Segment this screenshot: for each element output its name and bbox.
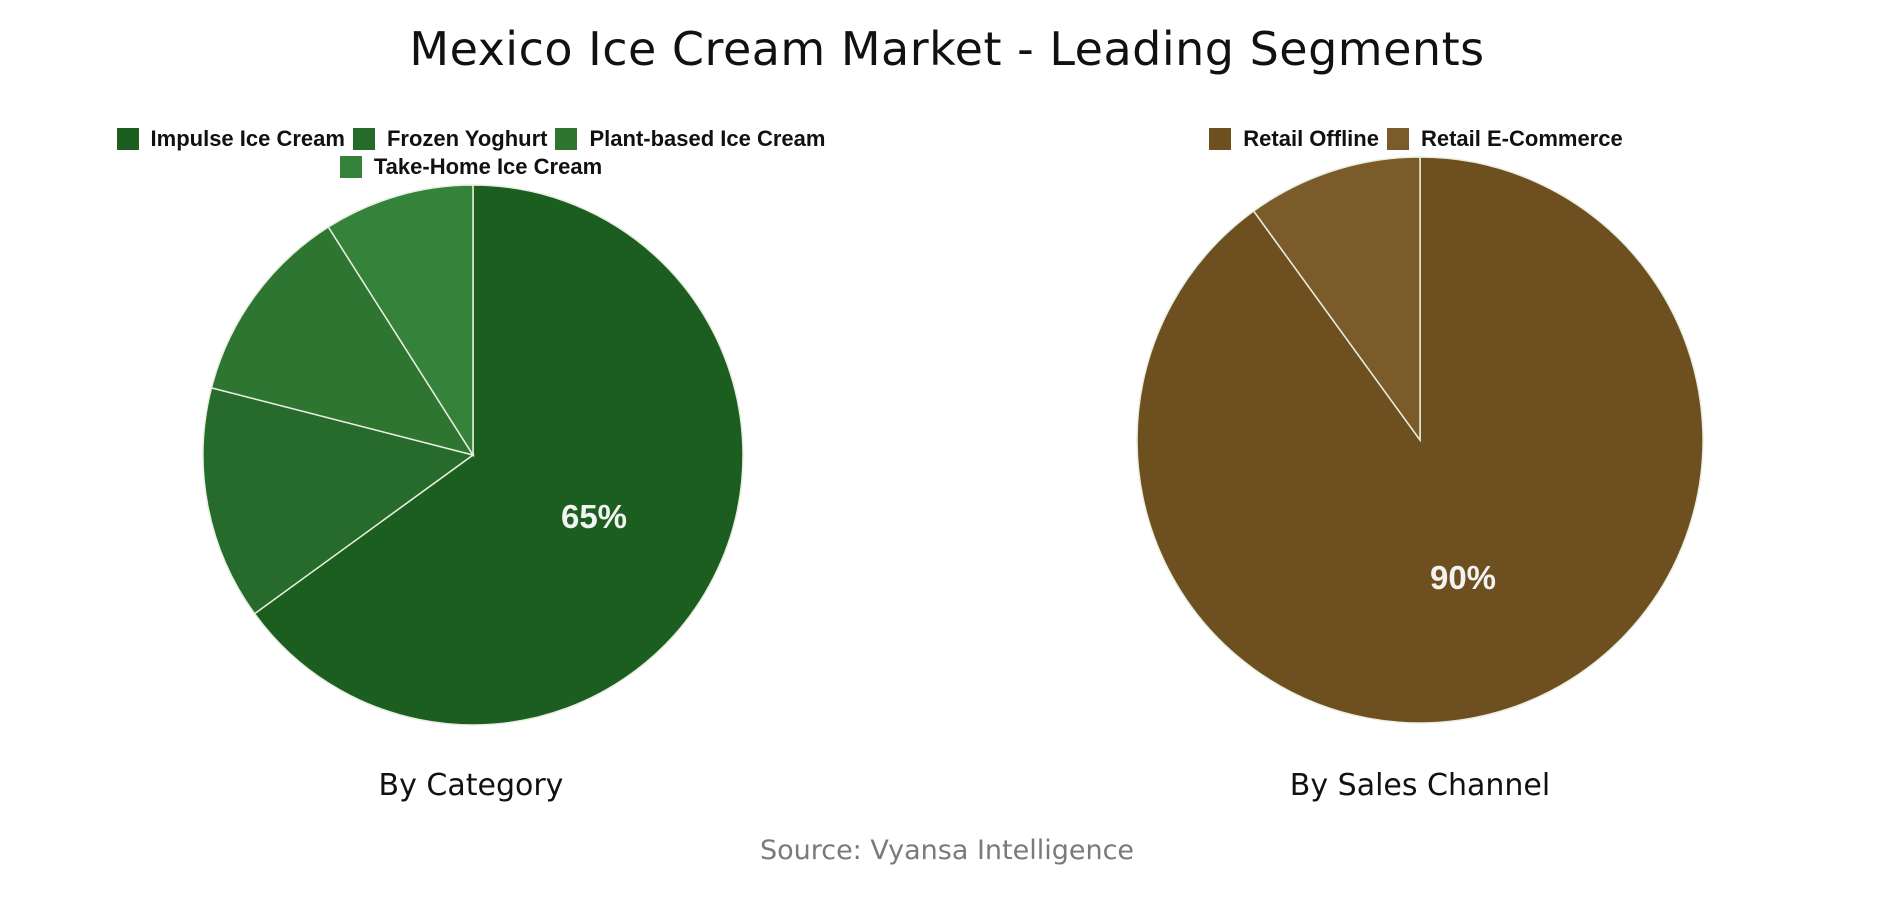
legend-item-retail-offline[interactable]: Retail Offline bbox=[1209, 126, 1379, 151]
pie-slice-retail-e-commerce[interactable] bbox=[1252, 156, 1421, 443]
legend-label: Take-Home Ice Cream bbox=[373, 154, 603, 179]
legend-swatch-icon bbox=[339, 156, 362, 178]
legend-label: Plant-based Ice Cream bbox=[589, 126, 826, 151]
legend-swatch-icon bbox=[1386, 128, 1409, 150]
pie-slice-frozen-yoghurt[interactable] bbox=[202, 386, 475, 615]
legend-label: Frozen Yoghurt bbox=[386, 126, 548, 151]
subtitle-sales-channel: By Sales Channel bbox=[1289, 768, 1551, 803]
legend-label: Retail E-Commerce bbox=[1420, 126, 1623, 151]
legend-item-plant-based[interactable]: Plant-based Ice Cream bbox=[555, 126, 826, 151]
legend-label: Impulse Ice Cream bbox=[150, 126, 345, 151]
legend-item-retail-ecommerce[interactable]: Retail E-Commerce bbox=[1386, 126, 1623, 151]
legend-item-take-home[interactable]: Take-Home Ice Cream bbox=[339, 154, 603, 179]
pie-slice-take-home-ice-cream[interactable] bbox=[327, 184, 474, 458]
pie-sales-channel bbox=[1136, 156, 1704, 724]
legend-sales-channel: Retail Offline Retail E-Commerce bbox=[1120, 126, 1720, 151]
legend-label: Retail Offline bbox=[1243, 126, 1379, 151]
source-note: Source: Vyansa Intelligence bbox=[759, 835, 1135, 866]
legend-item-frozen-yoghurt[interactable]: Frozen Yoghurt bbox=[352, 126, 548, 151]
pie-slice-impulse-ice-cream[interactable] bbox=[253, 184, 744, 726]
chart-title: Mexico Ice Cream Market - Leading Segmen… bbox=[409, 22, 1485, 76]
legend-swatch-icon bbox=[555, 128, 578, 150]
slice-label-retail-offline: 90% bbox=[1430, 559, 1496, 596]
legend-swatch-icon bbox=[1209, 128, 1232, 150]
slice-label-impulse: 65% bbox=[561, 498, 627, 535]
legend-swatch-icon bbox=[116, 128, 139, 150]
subtitle-category: By Category bbox=[378, 768, 564, 803]
legend-swatch-icon bbox=[352, 128, 375, 150]
legend-category: Impulse Ice Cream Frozen Yoghurt Plant-b… bbox=[100, 126, 850, 179]
pie-category bbox=[202, 184, 744, 726]
pie-slice-plant-based-ice-cream[interactable] bbox=[210, 225, 475, 457]
legend-item-impulse[interactable]: Impulse Ice Cream bbox=[116, 126, 345, 151]
